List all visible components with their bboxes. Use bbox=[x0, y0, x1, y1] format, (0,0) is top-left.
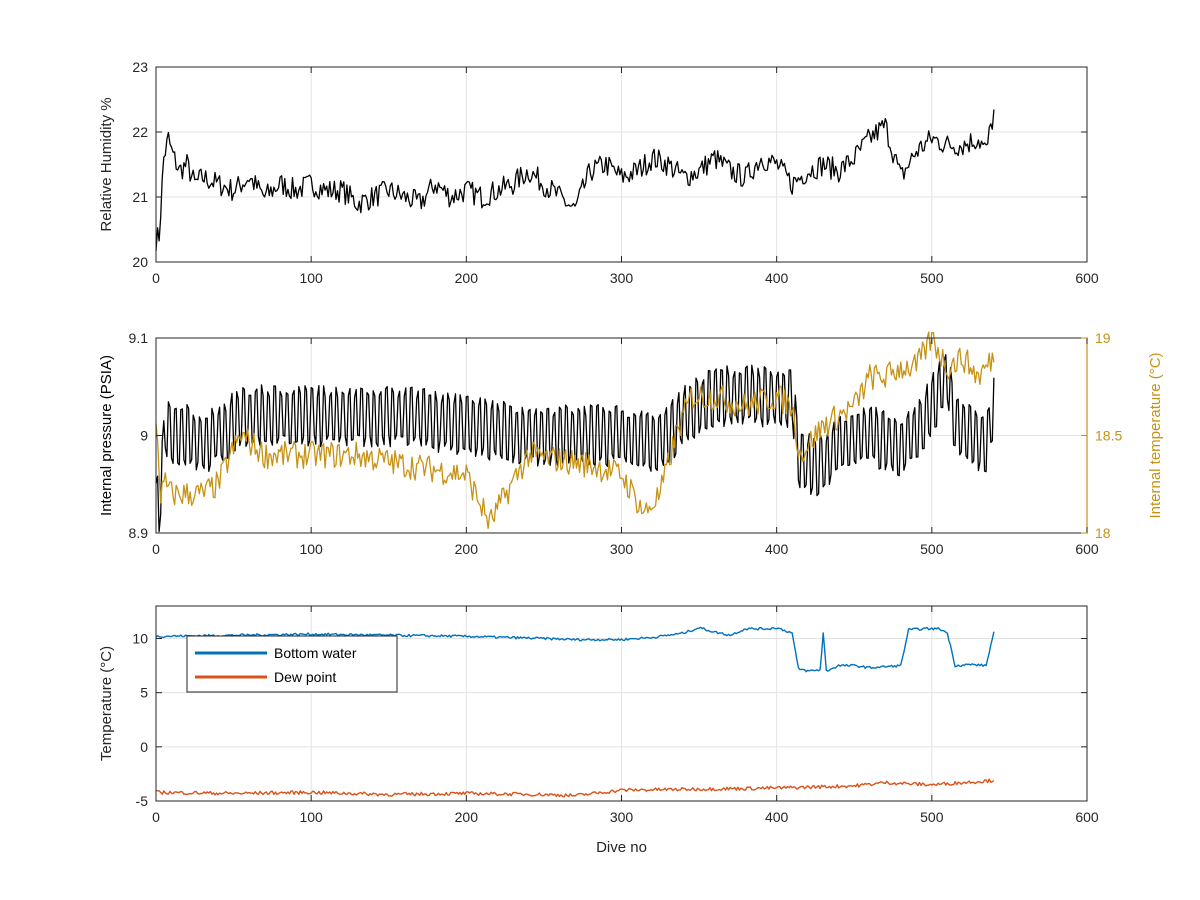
x-axis-label: Dive no bbox=[596, 839, 647, 856]
x-tick-label: 100 bbox=[299, 270, 323, 286]
y-right-tick-label: 18 bbox=[1095, 525, 1111, 541]
x-tick-label: 200 bbox=[455, 541, 479, 557]
x-tick-label: 300 bbox=[610, 541, 634, 557]
x-tick-label: 300 bbox=[610, 809, 634, 825]
x-tick-label: 500 bbox=[920, 541, 944, 557]
legend-box bbox=[186, 635, 398, 693]
series-line-1-1 bbox=[155, 331, 995, 530]
x-tick-label: 0 bbox=[152, 541, 160, 557]
series-line-2-0 bbox=[155, 626, 995, 673]
x-tick-label: 100 bbox=[299, 541, 323, 557]
y-axis-label: Internal pressure (PSIA) bbox=[98, 355, 115, 516]
x-tick-label: 200 bbox=[455, 270, 479, 286]
y-tick-label: 0 bbox=[140, 739, 148, 755]
x-tick-label: 100 bbox=[299, 809, 323, 825]
x-tick-label: 400 bbox=[765, 809, 789, 825]
x-tick-label: 0 bbox=[152, 270, 160, 286]
y-right-axis-label: Internal temperature (°C) bbox=[1147, 352, 1164, 518]
y-axis-label: Temperature (°C) bbox=[98, 646, 115, 761]
humidity-panel: 0 100 200 300 400 500 600 20 21 22 23 Relative Humi… bbox=[98, 59, 1099, 286]
y-tick-label: 10 bbox=[132, 631, 148, 647]
y-tick-label: -5 bbox=[136, 793, 149, 809]
legend-label: Dew point bbox=[274, 669, 336, 685]
y-tick-label: 20 bbox=[132, 254, 148, 270]
x-tick-label: 600 bbox=[1075, 541, 1099, 557]
y-right-tick-label: 18.5 bbox=[1095, 428, 1122, 444]
series-line-0-0 bbox=[155, 109, 995, 251]
y-tick-label: 9 bbox=[140, 428, 148, 444]
x-tick-label: 500 bbox=[920, 270, 944, 286]
y-tick-label: 5 bbox=[140, 685, 148, 701]
y-tick-label: 8.9 bbox=[129, 525, 149, 541]
x-tick-label: 300 bbox=[610, 270, 634, 286]
y-right-tick-label: 19 bbox=[1095, 330, 1111, 346]
y-tick-label: 22 bbox=[132, 124, 148, 140]
pressure-temperature-panel: 0 100 200 300 400 500 600 8.9 9 9.1 18 18.5 19 Intern… bbox=[98, 330, 1164, 557]
x-tick-label: 500 bbox=[920, 809, 944, 825]
x-tick-label: 400 bbox=[765, 541, 789, 557]
x-tick-label: 600 bbox=[1075, 809, 1099, 825]
y-tick-label: 23 bbox=[132, 59, 148, 75]
x-tick-label: 600 bbox=[1075, 270, 1099, 286]
legend-label: Bottom water bbox=[274, 645, 357, 661]
y-axis-label: Relative Humidity % bbox=[98, 97, 115, 231]
series-line-2-1 bbox=[155, 778, 995, 798]
x-tick-label: 0 bbox=[152, 809, 160, 825]
x-tick-label: 400 bbox=[765, 270, 789, 286]
y-tick-label: 9.1 bbox=[129, 330, 149, 346]
x-tick-label: 200 bbox=[455, 809, 479, 825]
y-tick-label: 21 bbox=[132, 189, 148, 205]
